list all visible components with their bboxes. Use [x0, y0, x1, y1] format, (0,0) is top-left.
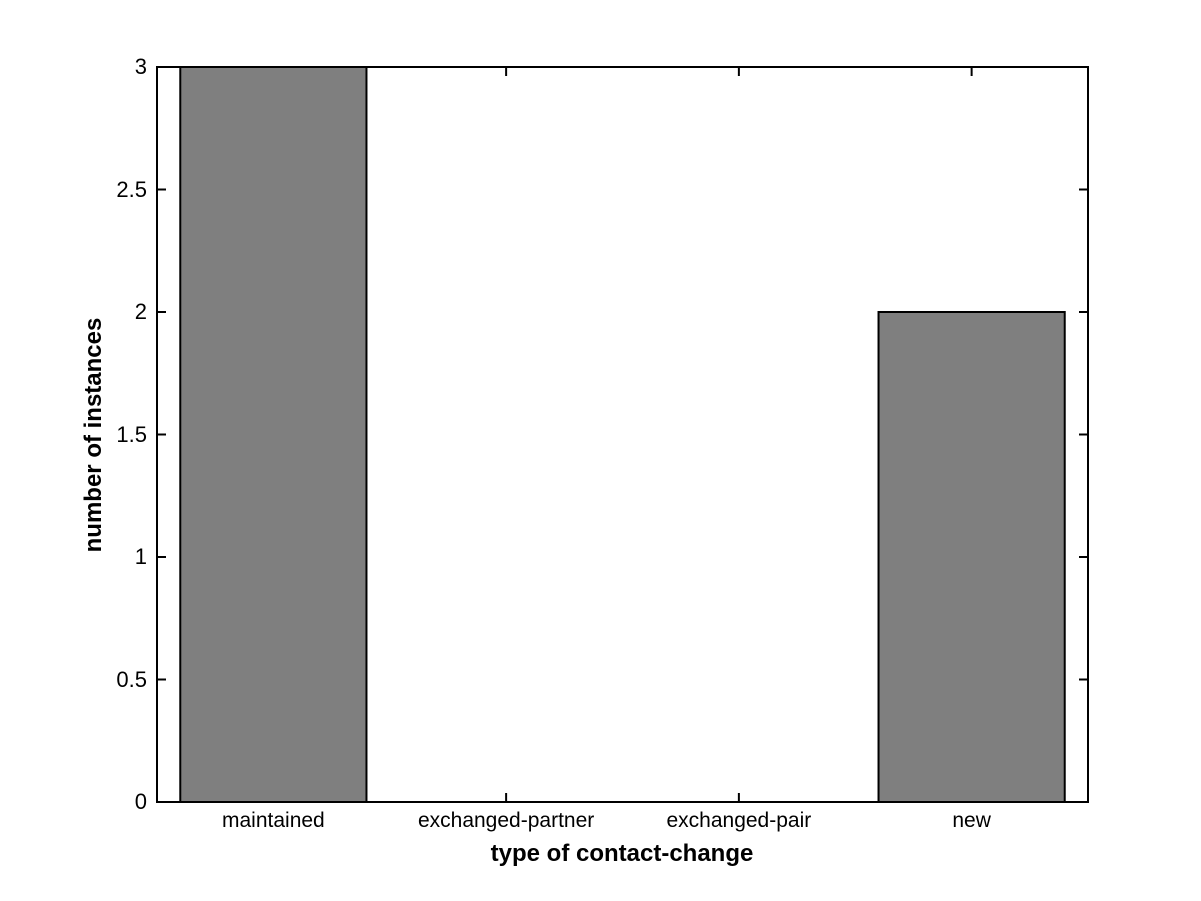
- x-axis-title: type of contact-change: [490, 840, 754, 867]
- plot-border: [156, 66, 1089, 803]
- bar-new: [877, 311, 1066, 803]
- y-tick-label: 2: [134, 299, 147, 324]
- y-tick-label: 0.5: [116, 666, 147, 692]
- x-tick-label: maintained: [222, 809, 325, 832]
- x-tick-label: new: [952, 809, 991, 832]
- x-tick-label: exchanged-partner: [417, 809, 595, 832]
- y-tick-label: 2.5: [116, 176, 147, 202]
- y-tick-label: 3: [134, 54, 147, 79]
- y-tick-label: 1: [134, 544, 147, 569]
- y-axis-title: number of instances: [80, 317, 107, 553]
- y-tick-label: 0: [134, 789, 147, 814]
- y-tick-label: 1.5: [116, 421, 147, 447]
- bar-maintained: [179, 66, 368, 803]
- x-tick-label: exchanged-pair: [666, 809, 812, 832]
